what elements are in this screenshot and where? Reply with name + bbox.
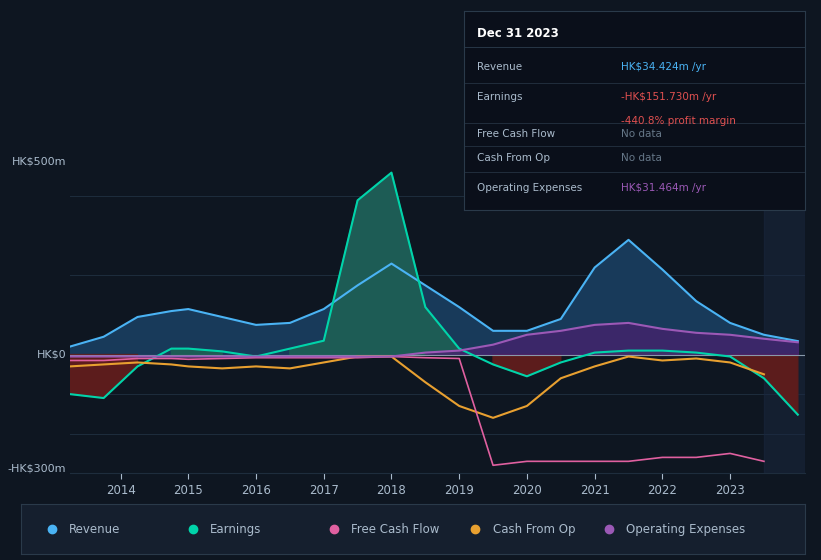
Text: Cash From Op: Cash From Op (478, 153, 551, 164)
Text: No data: No data (621, 153, 662, 164)
Text: HK$31.464m /yr: HK$31.464m /yr (621, 183, 705, 193)
Text: Free Cash Flow: Free Cash Flow (351, 522, 440, 536)
Text: -HK$300m: -HK$300m (7, 463, 67, 473)
Text: Revenue: Revenue (478, 62, 523, 72)
Text: HK$0: HK$0 (36, 349, 67, 360)
Text: -440.8% profit margin: -440.8% profit margin (621, 115, 736, 125)
Text: Free Cash Flow: Free Cash Flow (478, 129, 556, 139)
Text: Revenue: Revenue (69, 522, 121, 536)
Bar (764, 157, 805, 473)
Text: Operating Expenses: Operating Expenses (478, 183, 583, 193)
Text: HK$500m: HK$500m (11, 157, 67, 167)
Text: Operating Expenses: Operating Expenses (626, 522, 745, 536)
Text: Dec 31 2023: Dec 31 2023 (478, 27, 559, 40)
Text: Earnings: Earnings (478, 92, 523, 102)
Text: Earnings: Earnings (210, 522, 262, 536)
Text: No data: No data (621, 129, 662, 139)
Text: Cash From Op: Cash From Op (493, 522, 575, 536)
Text: HK$34.424m /yr: HK$34.424m /yr (621, 62, 705, 72)
Text: -HK$151.730m /yr: -HK$151.730m /yr (621, 92, 716, 102)
